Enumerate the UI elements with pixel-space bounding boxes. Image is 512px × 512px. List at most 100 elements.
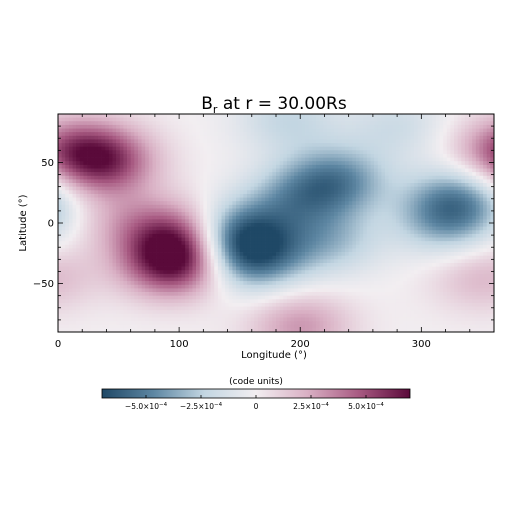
heatmap-cell [221, 117, 226, 122]
heatmap-cell [145, 262, 150, 267]
heatmap-cell [246, 153, 251, 158]
heatmap-cell [341, 186, 346, 191]
heatmap-cell [276, 212, 280, 217]
heatmap-cell [152, 114, 157, 118]
heatmap-cell [232, 183, 237, 188]
heatmap-cell [464, 153, 469, 158]
heatmap-cell [217, 117, 222, 122]
heatmap-cell [130, 215, 135, 220]
heatmap-cell [68, 150, 73, 155]
heatmap-cell [101, 230, 106, 235]
heatmap-cell [94, 204, 99, 209]
heatmap-cell [243, 161, 248, 166]
heatmap-cell [192, 175, 197, 180]
heatmap-cell [385, 168, 389, 173]
heatmap-cell [214, 186, 219, 191]
heatmap-cell [374, 161, 379, 166]
heatmap-cell [130, 223, 135, 227]
heatmap-cell [192, 128, 197, 133]
heatmap-cell [439, 248, 444, 253]
heatmap-cell [130, 204, 135, 209]
heatmap-cell [261, 114, 266, 118]
heatmap-cell [206, 201, 211, 206]
heatmap-cell [410, 237, 415, 242]
heatmap-cell [246, 248, 251, 253]
heatmap-cell [370, 135, 375, 140]
heatmap-cell [181, 215, 186, 220]
heatmap-cell [148, 183, 153, 188]
heatmap-cell [486, 208, 491, 213]
heatmap-cell [334, 230, 339, 235]
heatmap-cell [377, 259, 382, 264]
heatmap-cell [130, 244, 135, 249]
heatmap-cell [254, 233, 259, 238]
heatmap-cell [403, 143, 408, 148]
heatmap-cell [312, 204, 317, 209]
heatmap-cell [87, 114, 92, 118]
heatmap-cell [308, 244, 313, 249]
heatmap-cell [137, 128, 142, 133]
heatmap-cell [112, 114, 117, 118]
heatmap-cell [181, 121, 186, 126]
heatmap-cell [94, 164, 99, 169]
heatmap-cell [395, 179, 400, 184]
heatmap-cell [68, 215, 73, 220]
heatmap-cell [268, 150, 273, 155]
heatmap-cell [83, 164, 88, 169]
heatmap-cell [479, 226, 484, 231]
heatmap-cell [454, 179, 459, 184]
heatmap-cell [192, 146, 197, 151]
heatmap-cell [363, 135, 368, 140]
heatmap-cell [479, 164, 484, 169]
heatmap-cell [312, 190, 317, 195]
heatmap-cell [97, 230, 102, 235]
heatmap-cell [486, 153, 491, 158]
heatmap-cell [156, 139, 161, 144]
heatmap-cell [79, 168, 84, 173]
heatmap-cell [119, 124, 124, 129]
heatmap-cell [399, 212, 404, 217]
heatmap-cell [345, 124, 350, 129]
heatmap-cell [454, 230, 459, 235]
heatmap-cell [130, 193, 135, 198]
heatmap-cell [94, 183, 99, 188]
heatmap-cell [388, 153, 393, 158]
heatmap-cell [101, 226, 106, 231]
heatmap-cell [152, 175, 157, 180]
heatmap-cell [432, 212, 437, 217]
heatmap-cell [410, 204, 415, 209]
heatmap-cell [156, 146, 161, 151]
heatmap-cell [214, 183, 219, 188]
heatmap-cell [326, 219, 331, 224]
heatmap-cell [243, 201, 248, 206]
heatmap-cell [283, 161, 288, 166]
heatmap-cell [210, 139, 215, 144]
heatmap-cell [228, 135, 233, 140]
heatmap-cell [112, 252, 117, 257]
heatmap-cell [192, 172, 197, 177]
heatmap-cell [181, 161, 186, 166]
heatmap-cell [268, 139, 273, 144]
heatmap-cell [414, 259, 419, 264]
heatmap-cell [392, 248, 397, 253]
heatmap-cell [239, 114, 244, 118]
heatmap-cell [319, 215, 324, 220]
heatmap-cell [319, 223, 324, 227]
heatmap-cell [461, 172, 466, 177]
heatmap-cell [446, 164, 451, 169]
heatmap-cell [319, 157, 324, 162]
heatmap-cell [181, 153, 186, 158]
heatmap-cell [159, 248, 164, 253]
heatmap-cell [239, 197, 244, 202]
heatmap-cell [116, 179, 121, 184]
heatmap-cell [130, 248, 135, 253]
heatmap-cell [167, 255, 171, 260]
heatmap-cell [435, 233, 440, 238]
heatmap-cell [272, 114, 277, 118]
heatmap-cell [276, 121, 280, 126]
heatmap-cell [457, 139, 462, 144]
heatmap-cell [345, 128, 350, 133]
heatmap-cell [108, 204, 113, 209]
heatmap-cell [490, 117, 494, 122]
heatmap-cell [268, 153, 273, 158]
